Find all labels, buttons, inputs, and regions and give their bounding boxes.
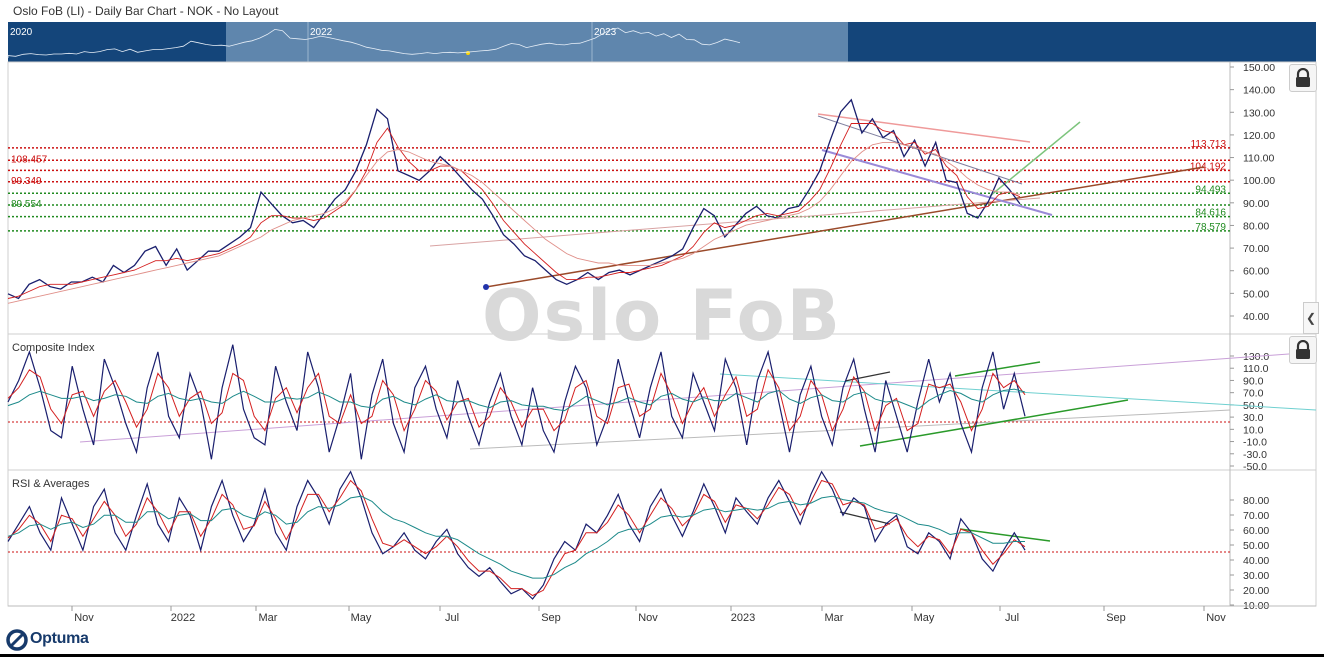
panel-composite-index: 130.0110.090.070.050.030.010.0-10.0-30.0…: [7, 342, 1317, 473]
y-tick-label: -10.0: [1243, 437, 1267, 449]
navigator: 2020 2022 2023: [7, 22, 1316, 62]
series-line: [7, 479, 1026, 597]
y-tick-label: 40.00: [1243, 311, 1269, 323]
trend-line: [817, 113, 1031, 143]
level-label: 84.616: [1195, 208, 1226, 219]
series-line: [7, 98, 1021, 300]
x-tick-label: 2023: [731, 612, 755, 624]
series-line: [7, 141, 1021, 304]
y-tick-label: 40.00: [1243, 555, 1269, 567]
x-axis: Nov 2022 Mar May Jul Sep Nov 2023 Mar May Jul Sep No…: [8, 605, 1316, 624]
lock-icon: [1296, 340, 1310, 359]
level-label: 94.493: [1195, 184, 1226, 195]
trend-line: [844, 371, 891, 382]
y-tick-label: 120.00: [1243, 130, 1275, 142]
x-tick-label: May: [914, 612, 935, 624]
y-tick-label: 20.00: [1243, 585, 1269, 597]
level-label: 108.457: [11, 154, 48, 165]
trend-line: [79, 351, 1317, 443]
navigator-series: [7, 27, 741, 58]
y-tick-label: 90.00: [1243, 198, 1269, 210]
y-tick-label: 60.00: [1243, 525, 1269, 537]
y-tick-label: 130.00: [1243, 107, 1275, 119]
series-line: [7, 470, 1026, 600]
watermark: Oslo FoB: [482, 275, 842, 357]
y-tick-label: 50.00: [1243, 288, 1269, 300]
optuma-logo-icon: [6, 629, 28, 651]
y-tick-label: 30.0: [1243, 412, 1264, 424]
x-tick-label: 2022: [171, 612, 195, 624]
x-tick-label: Nov: [638, 612, 658, 624]
x-tick-label: Mar: [259, 612, 278, 624]
x-tick-label: Mar: [825, 612, 844, 624]
x-tick-label: Sep: [1106, 612, 1126, 624]
y-tick-label: 80.00: [1243, 220, 1269, 232]
y-tick-label: 10.0: [1243, 424, 1264, 436]
y-tick-label: 80.00: [1243, 495, 1269, 507]
y-tick-label: 50.00: [1243, 540, 1269, 552]
lock-icon: [1296, 68, 1310, 87]
y-tick-label: 70.00: [1243, 243, 1269, 255]
bottom-rule: [0, 654, 1324, 657]
y-tick-label: 70.0: [1243, 388, 1264, 400]
series-line: [7, 368, 1026, 433]
x-tick-label: Nov: [1206, 612, 1226, 624]
brand-logo: Optuma: [6, 629, 89, 653]
x-tick-label: Nov: [74, 612, 94, 624]
trend-line: [469, 409, 1231, 450]
x-tick-label: Jul: [1005, 612, 1019, 624]
series-line: [7, 123, 1021, 299]
trend-anchor: [483, 284, 489, 290]
brand-name: Optuma: [30, 630, 89, 647]
panel-title: Composite Index: [12, 342, 95, 354]
trend-line: [429, 197, 1041, 247]
lock-button-composite[interactable]: [1289, 336, 1317, 364]
y-tick-label: 70.00: [1243, 510, 1269, 522]
level-label: 99.349: [11, 176, 42, 187]
trend-line: [821, 149, 1053, 216]
y-tick-label: -30.0: [1243, 449, 1267, 461]
series-line: [7, 495, 1025, 579]
level-label: 78.579: [1195, 222, 1226, 233]
series-line: [7, 388, 1026, 412]
series-line: [7, 344, 1026, 460]
y-tick-label: 110.00: [1243, 153, 1274, 165]
navigator-window: [226, 22, 848, 62]
chart-title: Oslo FoB (LI) - Daily Bar Chart - NOK - …: [13, 4, 279, 18]
navigator-year-label: 2022: [310, 27, 333, 38]
chevron-left-icon: ❮: [1305, 311, 1317, 325]
y-tick-label: 150.00: [1243, 62, 1275, 74]
y-tick-label: 90.0: [1243, 375, 1264, 387]
level-label: 89.554: [11, 199, 42, 210]
collapse-panel-button[interactable]: ❮: [1303, 302, 1319, 334]
trend-line: [959, 528, 1051, 542]
y-tick-label: 100.00: [1243, 175, 1275, 187]
y-tick-label: 110.0: [1243, 363, 1269, 375]
y-tick-label: 60.00: [1243, 266, 1269, 278]
y-tick-label: 30.00: [1243, 570, 1269, 582]
level-label: 113.713: [1191, 139, 1227, 150]
x-tick-label: Sep: [541, 612, 561, 624]
trend-line: [839, 511, 891, 525]
navigator-year-label: 2020: [10, 27, 33, 38]
level-label: 104.192: [1190, 161, 1227, 172]
trend-line: [989, 121, 1081, 197]
trend-line: [859, 399, 1129, 447]
panel-title: RSI & Averages: [12, 478, 90, 490]
trend-line: [719, 373, 1317, 411]
panel-rsi-averages: 80.0070.0060.0050.0040.0030.0020.0010.00…: [7, 470, 1269, 612]
y-tick-label: -50.0: [1243, 461, 1267, 473]
y-tick-label: 140.00: [1243, 85, 1275, 97]
x-tick-label: May: [351, 612, 372, 624]
y-tick-label: 130.0: [1243, 351, 1269, 363]
x-tick-label: Jul: [445, 612, 459, 624]
lock-button-price[interactable]: [1289, 64, 1317, 92]
trend-line: [954, 361, 1041, 377]
panel-price: 150.00 140.00 130.00 120.00 110.00 100.00 90.0…: [7, 62, 1275, 323]
trend-line: [485, 166, 1205, 288]
